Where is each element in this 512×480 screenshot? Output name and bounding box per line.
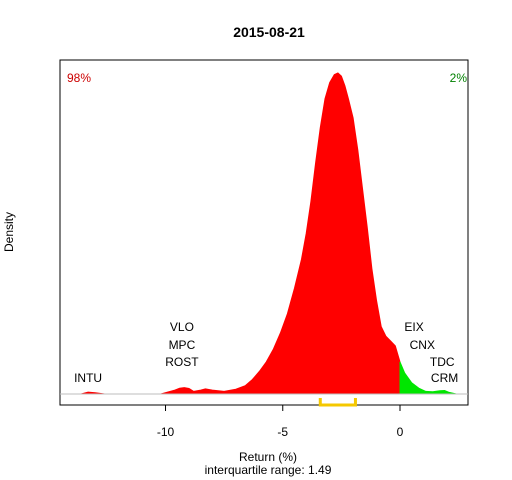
- chart-title: 2015-08-21: [233, 24, 305, 40]
- iqr-bar: [318, 398, 357, 407]
- x-tick-label: -10: [157, 425, 175, 439]
- ticker-annotations: VLO MPC ROST INTU EIX CNX TDC CRM: [74, 320, 458, 385]
- left-percent-label: 98%: [67, 71, 91, 85]
- negative-returns-area: [80, 72, 401, 395]
- x-tick-label: -5: [277, 425, 288, 439]
- x-axis: -10 -5 0: [157, 405, 404, 439]
- ticker-label-vlo: VLO: [170, 320, 194, 334]
- ticker-label-intu: INTU: [74, 371, 102, 385]
- ticker-label-rost: ROST: [165, 355, 199, 369]
- ticker-label-mpc: MPC: [169, 338, 196, 352]
- ticker-label-tdc: TDC: [430, 355, 455, 369]
- ticker-label-eix: EIX: [404, 320, 423, 334]
- x-tick-label: 0: [397, 425, 404, 439]
- positive-returns-area: [399, 361, 457, 395]
- density-areas: [80, 72, 457, 395]
- right-percent-label: 2%: [450, 71, 468, 85]
- chart-subtitle: interquartile range: 1.49: [205, 463, 332, 477]
- ticker-label-crm: CRM: [431, 371, 458, 385]
- x-axis-label: Return (%): [239, 450, 297, 464]
- ticker-label-cnx: CNX: [410, 338, 435, 352]
- iqr-bracket: [318, 398, 357, 407]
- plot-frame: [59, 59, 469, 406]
- y-axis-label: Density: [2, 212, 16, 252]
